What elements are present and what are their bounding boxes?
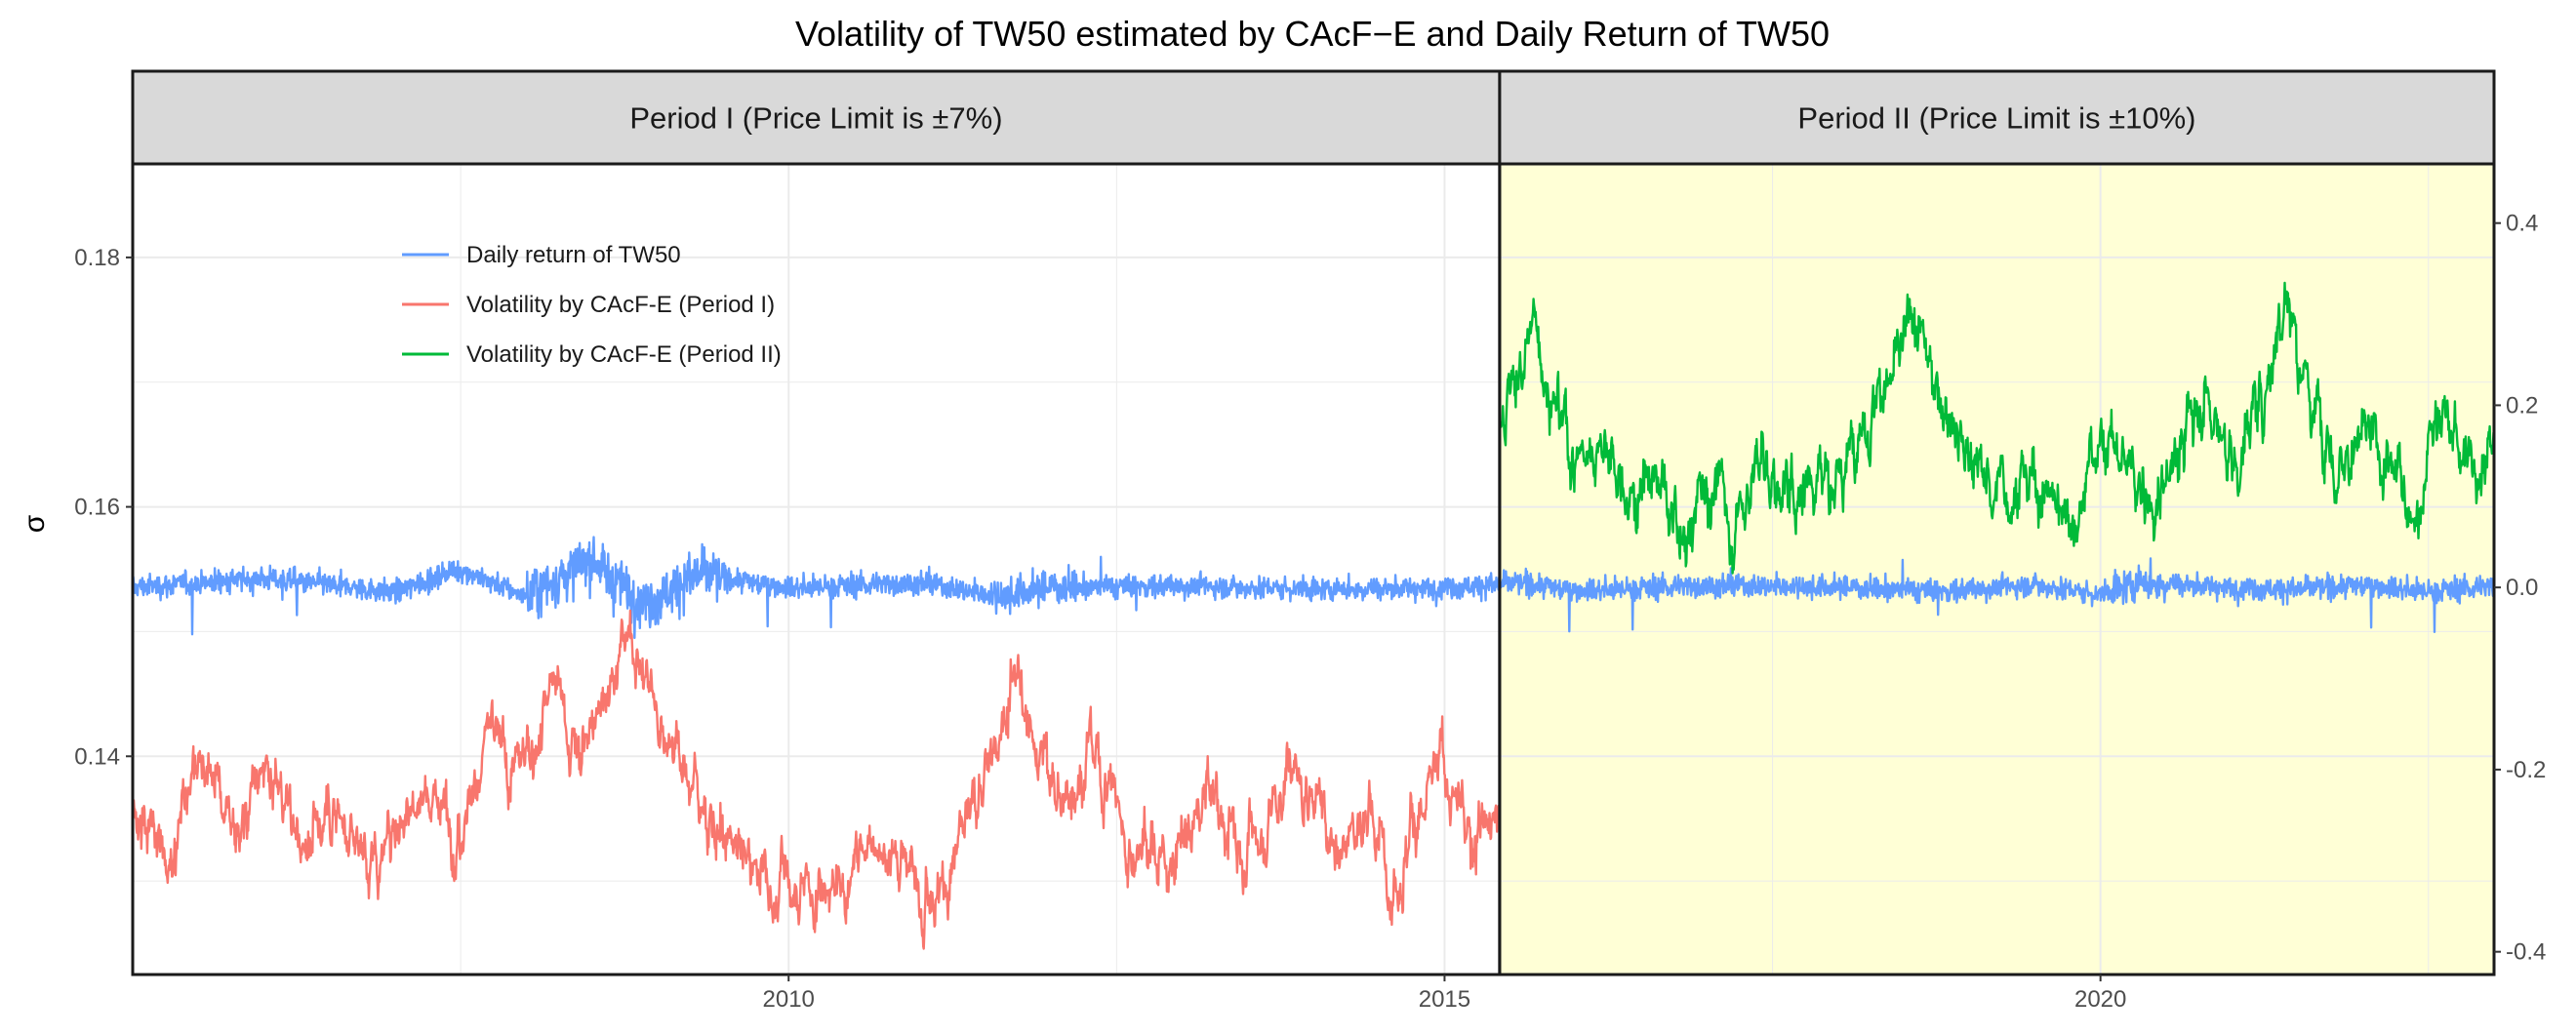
y-left-tick-label: 0.14 xyxy=(74,743,120,770)
panel-frames xyxy=(131,162,2496,976)
y-right-tick-label: 0.0 xyxy=(2506,575,2538,601)
y-left-tick-label: 0.18 xyxy=(74,245,120,271)
facet-strip-1 xyxy=(131,69,1502,166)
chart-title: Volatility of TW50 estimated by CAcF−E a… xyxy=(795,14,1830,54)
series-line-volatility-by-cacf-e-period-ii xyxy=(1498,281,2496,575)
legend-entry: Volatility by CAcF-E (Period II) xyxy=(402,341,782,368)
series-line-volatility-by-cacf-e-period-i xyxy=(131,609,1502,950)
panel-frame-2 xyxy=(1498,162,2496,976)
series-layer xyxy=(131,281,2496,950)
legend-label: Volatility by CAcF-E (Period I) xyxy=(466,292,775,318)
panel-frame-1 xyxy=(131,162,1502,976)
series-line-daily-return-of-tw50 xyxy=(131,536,2496,640)
legend-entry: Daily return of TW50 xyxy=(402,242,681,268)
facet-strip-2 xyxy=(1498,69,2496,166)
y-right-tick-label: -0.2 xyxy=(2506,757,2546,783)
x-tick-label: 2015 xyxy=(1419,986,1470,1013)
legend: Daily return of TW50 Volatility by CAcF-E… xyxy=(402,242,782,368)
x-tick-label: 2010 xyxy=(763,986,815,1013)
panel-shade-2 xyxy=(1499,164,2494,975)
legend-entry: Volatility by CAcF-E (Period I) xyxy=(402,292,775,318)
legend-label: Volatility by CAcF-E (Period II) xyxy=(466,341,782,368)
facet-strip-label-2: Period II (Price Limit is ±10%) xyxy=(1797,101,2195,136)
y-right-tick-label: -0.4 xyxy=(2506,939,2546,966)
x-tick-label: 2020 xyxy=(2074,986,2126,1013)
y-left-tick-label: 0.16 xyxy=(74,495,120,521)
axes: 0.14 0.16 0.18 -0.4 -0.2 0.0 0.2 0.4 2010 2015 202… xyxy=(74,211,2546,1013)
panel-backgrounds xyxy=(1499,164,2494,975)
y-right-tick-label: 0.4 xyxy=(2506,211,2538,237)
y-axis-label: σ xyxy=(19,514,51,533)
legend-label: Daily return of TW50 xyxy=(466,242,681,268)
facet-strips: Period I (Price Limit is ±7%) Period II (… xyxy=(131,69,2496,166)
y-right-tick-label: 0.2 xyxy=(2506,392,2538,418)
grid-lines xyxy=(133,132,2494,975)
facet-strip-label-1: Period I (Price Limit is ±7%) xyxy=(629,101,1002,136)
